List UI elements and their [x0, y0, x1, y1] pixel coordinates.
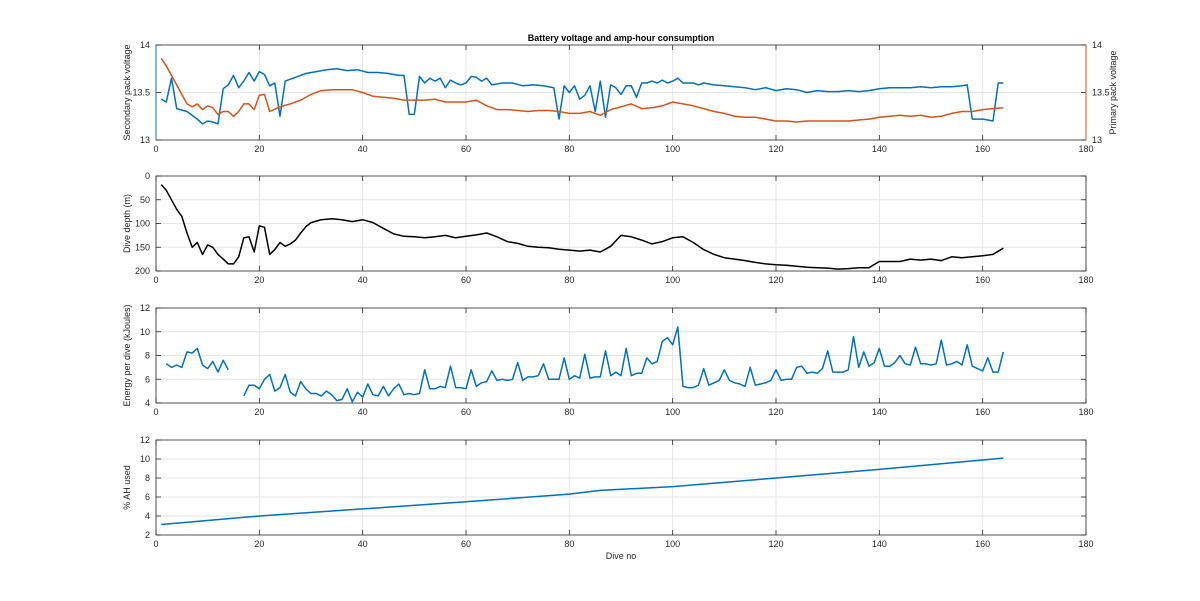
- x-tick-label: 60: [461, 275, 471, 285]
- y-tick-label: 14: [140, 40, 150, 50]
- x-tick-label: 40: [358, 144, 368, 154]
- axes-box: [155, 439, 1087, 536]
- x-tick-label: 20: [254, 539, 264, 549]
- y-tick-label: 50: [140, 195, 150, 205]
- y-tick-label: 6: [145, 492, 150, 502]
- series-line-1-seg2: [243, 326, 1005, 403]
- y-tick-label: 12: [140, 303, 150, 313]
- x-tick-label: 160: [975, 407, 990, 417]
- x-tick-label: 40: [358, 407, 368, 417]
- y-axis-label: % AH used: [122, 465, 132, 510]
- x-tick-label: 120: [768, 539, 783, 549]
- x-tick-label: 160: [975, 275, 990, 285]
- y-tick-label: 4: [145, 511, 150, 521]
- subplot-3: 0 20 40 60 80 100 120 140 160 180 4 6 8 10 12 Energy pe…: [122, 303, 1094, 417]
- y-tick-label: 8: [145, 351, 150, 361]
- series-line-1-seg1: [165, 347, 229, 373]
- x-tick-label: 100: [665, 275, 680, 285]
- x-tick-label: 180: [1078, 407, 1093, 417]
- y-right-tick-label: 14: [1092, 40, 1102, 50]
- x-tick-label: 0: [153, 539, 158, 549]
- x-tick-label: 140: [872, 275, 887, 285]
- x-tick-label: 0: [153, 275, 158, 285]
- y-tick-label: 100: [135, 219, 150, 229]
- x-tick-label: 140: [872, 539, 887, 549]
- x-tick-label: 180: [1078, 539, 1093, 549]
- x-tick-label: 80: [564, 539, 574, 549]
- x-tick-label: 60: [461, 539, 471, 549]
- series-line-2: [160, 57, 1004, 123]
- series-line-1: [161, 457, 1004, 526]
- subplot-2: 0 20 40 60 80 100 120 140 160 180 0 50 100 150 200 Dive…: [122, 171, 1094, 285]
- x-tick-label: 20: [254, 407, 264, 417]
- x-tick-label: 80: [564, 407, 574, 417]
- x-tick-label: 140: [872, 407, 887, 417]
- x-tick-label: 180: [1078, 275, 1093, 285]
- x-tick-label: 180: [1078, 144, 1093, 154]
- plot-area: [156, 440, 1086, 535]
- x-tick-label: 0: [153, 144, 158, 154]
- y-tick-label: 13.5: [132, 88, 150, 98]
- y-tick-label: 150: [135, 242, 150, 252]
- y-tick-label: 12: [140, 435, 150, 445]
- x-tick-label: 20: [254, 144, 264, 154]
- x-axis-label: Dive no: [606, 551, 637, 561]
- subplot-4: 0 20 40 60 80 100 120 140 160 180 2 4 6 8 10 12 % AH use…: [122, 435, 1094, 561]
- series-line-1: [160, 184, 1004, 270]
- x-tick-label: 60: [461, 144, 471, 154]
- x-tick-label: 100: [665, 539, 680, 549]
- x-tick-label: 0: [153, 407, 158, 417]
- x-tick-label: 40: [358, 275, 368, 285]
- x-tick-label: 140: [872, 144, 887, 154]
- x-tick-label: 120: [768, 407, 783, 417]
- y-tick-label: 200: [135, 266, 150, 276]
- x-tick-label: 120: [768, 275, 783, 285]
- x-tick-label: 160: [975, 144, 990, 154]
- x-tick-label: 80: [564, 144, 574, 154]
- x-tick-label: 160: [975, 539, 990, 549]
- y-tick-label: 13: [140, 135, 150, 145]
- y-right-tick-label: 13: [1092, 135, 1102, 145]
- subplot-1: 0 20 40 60 80 100 120 140 160 1801313.5141313.514…: [122, 40, 1118, 154]
- x-tick-label: 100: [665, 407, 680, 417]
- x-tick-label: 100: [665, 144, 680, 154]
- y-right-tick-label: 13.5: [1092, 88, 1110, 98]
- figure-title: Battery voltage and amp-hour consumption: [528, 33, 715, 43]
- y-tick-label: 6: [145, 374, 150, 384]
- y-tick-label: 2: [145, 530, 150, 540]
- y-axis-label: Secondary pack voltage: [122, 44, 132, 140]
- x-tick-label: 80: [564, 275, 574, 285]
- y-axis-label: Dive depth (m): [122, 194, 132, 253]
- x-tick-label: 40: [358, 539, 368, 549]
- y-axis-label-right: Primary pack voltage: [1108, 50, 1118, 134]
- y-tick-label: 10: [140, 327, 150, 337]
- x-tick-label: 120: [768, 144, 783, 154]
- subplots: 0 20 40 60 80 100 120 140 160 1801313.5141313.514…: [122, 40, 1118, 561]
- y-tick-label: 8: [145, 473, 150, 483]
- y-axis-label: Energy per dive (kJoules): [122, 304, 132, 406]
- y-tick-label: 10: [140, 454, 150, 464]
- x-tick-label: 20: [254, 275, 264, 285]
- x-tick-label: 60: [461, 407, 471, 417]
- series-line-1: [160, 68, 1004, 125]
- y-tick-label: 0: [145, 171, 150, 181]
- y-tick-label: 4: [145, 398, 150, 408]
